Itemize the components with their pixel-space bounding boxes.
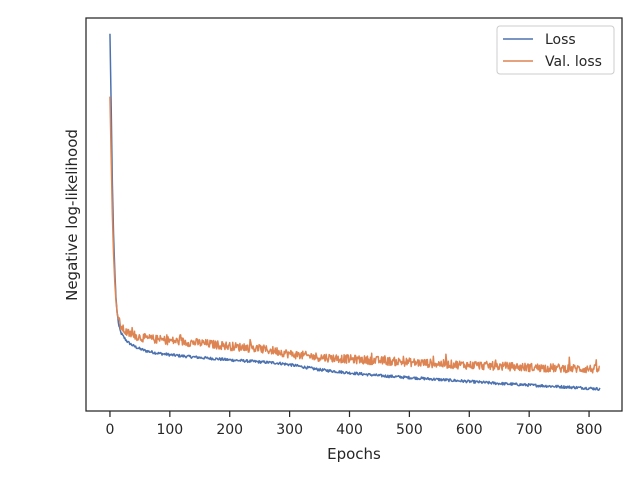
legend-label: Val. loss bbox=[545, 54, 602, 70]
x-tick-label: 800 bbox=[576, 422, 603, 438]
x-tick-label: 500 bbox=[396, 422, 423, 438]
plot-frame bbox=[85, 17, 623, 412]
legend-label: Loss bbox=[545, 32, 576, 48]
legend-box bbox=[496, 25, 615, 75]
x-tick-label: 400 bbox=[336, 422, 363, 438]
x-tick-label: 100 bbox=[156, 422, 183, 438]
x-tick-label: 600 bbox=[456, 422, 483, 438]
x-tick-label: 700 bbox=[516, 422, 543, 438]
x-axis-label: Epochs bbox=[327, 445, 381, 463]
y-axis-label: Negative log-likelihood bbox=[63, 129, 81, 301]
series-line-loss bbox=[109, 33, 601, 391]
series-layer bbox=[109, 33, 601, 391]
x-tick-label: 0 bbox=[105, 422, 114, 438]
x-axis-ticks: 0 100 200 300 400 500 600 700 800 bbox=[105, 411, 602, 438]
x-tick-label: 200 bbox=[216, 422, 243, 438]
legend: Loss Val. loss bbox=[496, 25, 615, 75]
series-line-val-loss bbox=[109, 96, 600, 374]
x-tick-label: 300 bbox=[276, 422, 303, 438]
